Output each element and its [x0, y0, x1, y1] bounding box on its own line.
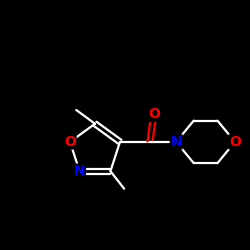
Text: O: O — [229, 135, 241, 149]
Text: N: N — [170, 135, 182, 149]
Text: O: O — [64, 135, 76, 149]
Text: N: N — [74, 164, 86, 178]
Text: O: O — [148, 108, 160, 122]
